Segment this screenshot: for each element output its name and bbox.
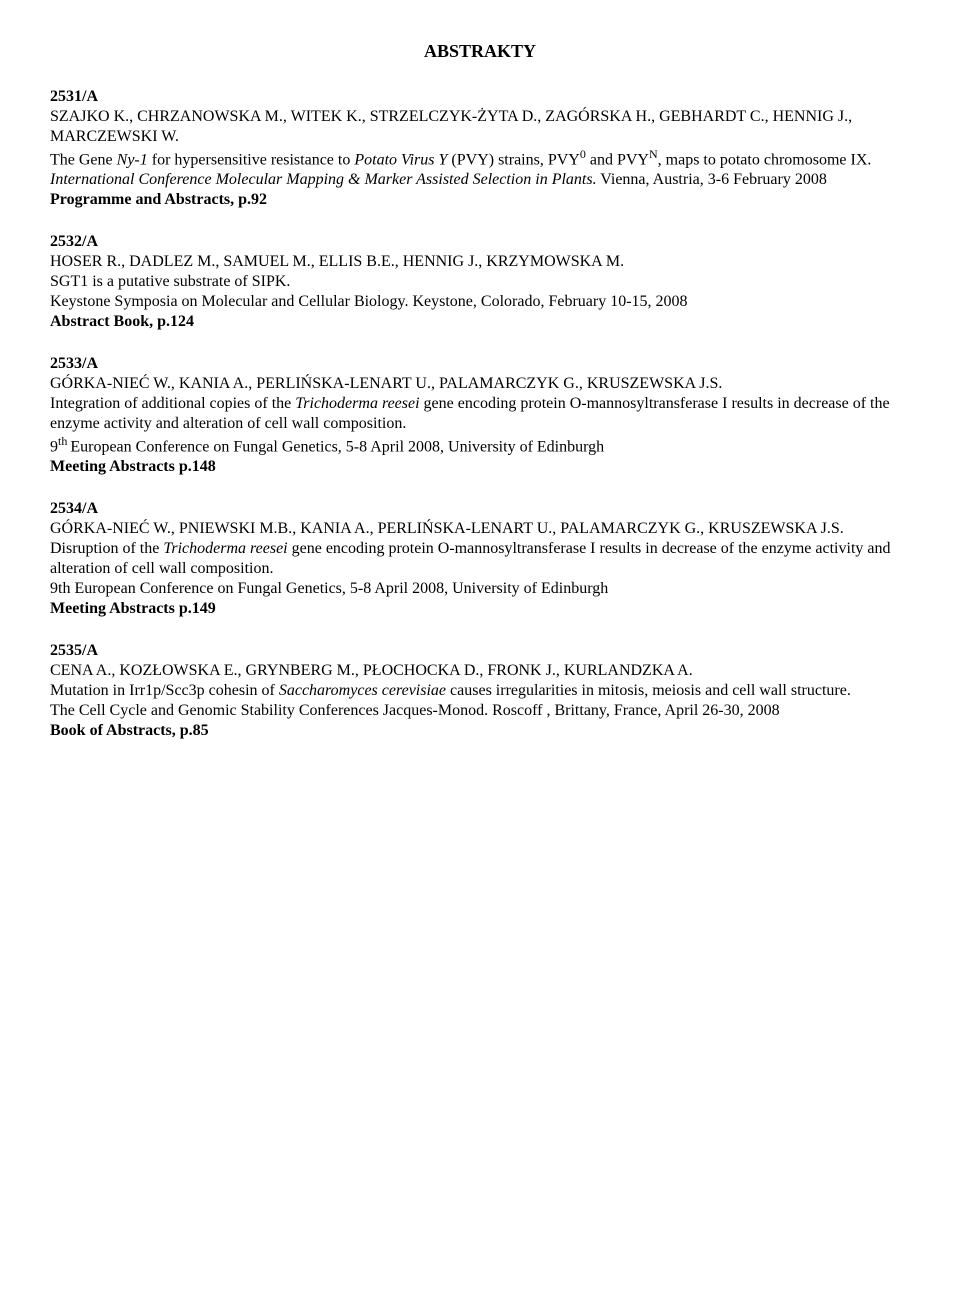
- text-italic: Potato Virus Y: [354, 151, 447, 168]
- entry-authors: GÓRKA-NIEĆ W., PNIEWSKI M.B., KANIA A., …: [50, 519, 910, 539]
- text: for hypersensitive resistance to: [148, 151, 355, 168]
- text-italic: Ny-1: [117, 151, 148, 168]
- entry-subtitle: 9th European Conference on Fungal Geneti…: [50, 579, 910, 599]
- text: causes irregularities in mitosis, meiosi…: [446, 682, 851, 699]
- abstract-entry: 2533/A GÓRKA-NIEĆ W., KANIA A., PERLIŃSK…: [50, 354, 910, 477]
- text: Integration of additional copies of the: [50, 395, 295, 412]
- entry-reference: Programme and Abstracts, p.92: [50, 190, 910, 210]
- entry-authors: GÓRKA-NIEĆ W., KANIA A., PERLIŃSKA-LENAR…: [50, 374, 910, 394]
- entry-title: Disruption of the Trichoderma reesei gen…: [50, 539, 910, 579]
- text: and PVY: [586, 151, 649, 168]
- text: The Gene: [50, 151, 117, 168]
- entry-title: Mutation in Irr1p/Scc3p cohesin of Sacch…: [50, 681, 910, 701]
- text-italic: Trichoderma reesei: [163, 540, 287, 557]
- entry-id: 2532/A: [50, 232, 910, 252]
- text: Vienna, Austria, 3-6 February 2008: [597, 171, 827, 188]
- entry-title: SGT1 is a putative substrate of SIPK.: [50, 272, 910, 292]
- entry-subtitle: International Conference Molecular Mappi…: [50, 170, 910, 190]
- text-italic: Trichoderma reesei: [295, 395, 419, 412]
- entry-subtitle: Keystone Symposia on Molecular and Cellu…: [50, 292, 910, 312]
- entry-authors: SZAJKO K., CHRZANOWSKA M., WITEK K., STR…: [50, 107, 910, 147]
- entry-reference: Meeting Abstracts p.148: [50, 457, 910, 477]
- entry-title: The Gene Ny-1 for hypersensitive resista…: [50, 147, 910, 170]
- entry-authors: HOSER R., DADLEZ M., SAMUEL M., ELLIS B.…: [50, 252, 910, 272]
- entry-reference: Abstract Book, p.124: [50, 312, 910, 332]
- superscript: th: [58, 434, 70, 448]
- abstract-entry: 2531/A SZAJKO K., CHRZANOWSKA M., WITEK …: [50, 87, 910, 210]
- entry-reference: Book of Abstracts, p.85: [50, 721, 910, 741]
- text: Disruption of the: [50, 540, 163, 557]
- text: European Conference on Fungal Genetics, …: [70, 438, 604, 455]
- entry-authors: CENA A., KOZŁOWSKA E., GRYNBERG M., PŁOC…: [50, 661, 910, 681]
- text: (PVY) strains, PVY: [447, 151, 579, 168]
- entry-id: 2533/A: [50, 354, 910, 374]
- entry-reference: Meeting Abstracts p.149: [50, 599, 910, 619]
- page-title: ABSTRAKTY: [50, 40, 910, 63]
- entry-id: 2531/A: [50, 87, 910, 107]
- entry-subtitle: The Cell Cycle and Genomic Stability Con…: [50, 701, 910, 721]
- entry-title: Integration of additional copies of the …: [50, 394, 910, 434]
- abstract-entry: 2532/A HOSER R., DADLEZ M., SAMUEL M., E…: [50, 232, 910, 332]
- text-italic: Saccharomyces cerevisiae: [279, 682, 446, 699]
- abstract-entry: 2535/A CENA A., KOZŁOWSKA E., GRYNBERG M…: [50, 641, 910, 741]
- entry-id: 2534/A: [50, 499, 910, 519]
- text: , maps to potato chromosome IX.: [658, 151, 872, 168]
- text: 9: [50, 438, 58, 455]
- entry-id: 2535/A: [50, 641, 910, 661]
- abstract-entry: 2534/A GÓRKA-NIEĆ W., PNIEWSKI M.B., KAN…: [50, 499, 910, 619]
- superscript: N: [649, 147, 658, 161]
- text: Mutation in Irr1p/Scc3p cohesin of: [50, 682, 279, 699]
- text-italic: International Conference Molecular Mappi…: [50, 171, 597, 188]
- entry-subtitle: 9th European Conference on Fungal Geneti…: [50, 434, 910, 457]
